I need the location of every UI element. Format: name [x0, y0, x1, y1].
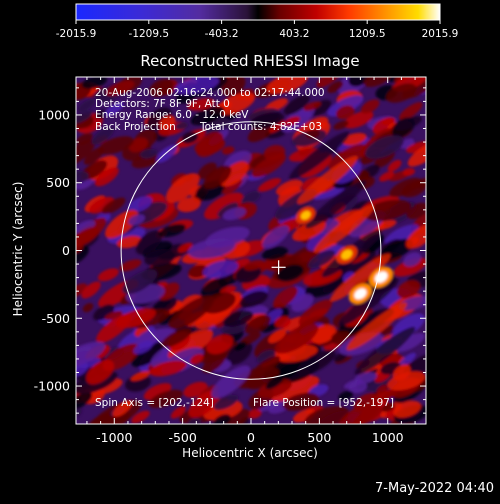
x-tick-label: -1000 — [96, 430, 132, 445]
y-tick-label: 1000 — [38, 107, 70, 122]
x-tick-label: 500 — [307, 430, 331, 445]
colorbar-tick-label: 1209.5 — [349, 28, 386, 40]
colorbar — [76, 4, 440, 20]
solar-limb-circle — [120, 121, 382, 380]
colorbar-tick-label: -2015.9 — [56, 28, 97, 40]
y-tick-label: -1000 — [34, 379, 70, 394]
chart-title: Reconstructed RHESSI Image — [140, 52, 360, 70]
y-axis-label: Heliocentric Y (arcsec) — [11, 181, 25, 317]
info-counts: Total counts: 4.82E+03 — [200, 121, 323, 133]
axis-ticks: -1000 -500 0 500 1000 -1000 -500 0 500 1000 — [34, 77, 426, 445]
info-flare-position: Flare Position = [952,-197] — [253, 397, 395, 409]
y-tick-label: 500 — [46, 175, 70, 190]
colorbar-tick-label: -403.2 — [205, 28, 239, 40]
x-tick-label: 1000 — [372, 430, 404, 445]
x-axis-label: Heliocentric X (arcsec) — [182, 446, 318, 460]
heatmap-image — [76, 77, 426, 424]
y-tick-label: 0 — [62, 243, 70, 258]
colorbar-ticks: -2015.9 -1209.5 -403.2 403.2 1209.5 2015.9 — [56, 20, 459, 40]
info-method: Back Projection — [95, 121, 176, 133]
colorbar-tick-label: -1209.5 — [129, 28, 170, 40]
info-detectors: Detectors: 7F 8F 9F, Att 0 — [95, 98, 230, 110]
info-spin-axis: Spin Axis = [202,-124] — [95, 397, 214, 409]
timestamp-footer: 7-May-2022 04:40 — [375, 481, 494, 496]
colorbar-tick-label: 2015.9 — [422, 28, 459, 40]
x-tick-label: 0 — [247, 430, 255, 445]
y-tick-label: -500 — [42, 311, 70, 326]
x-tick-label: -500 — [168, 430, 196, 445]
info-energy: Energy Range: 6.0 - 12.0 keV — [95, 109, 249, 121]
info-time: 20-Aug-2006 02:16:24.000 to 02:17:44.000 — [95, 87, 325, 99]
colorbar-tick-label: 403.2 — [279, 28, 309, 40]
